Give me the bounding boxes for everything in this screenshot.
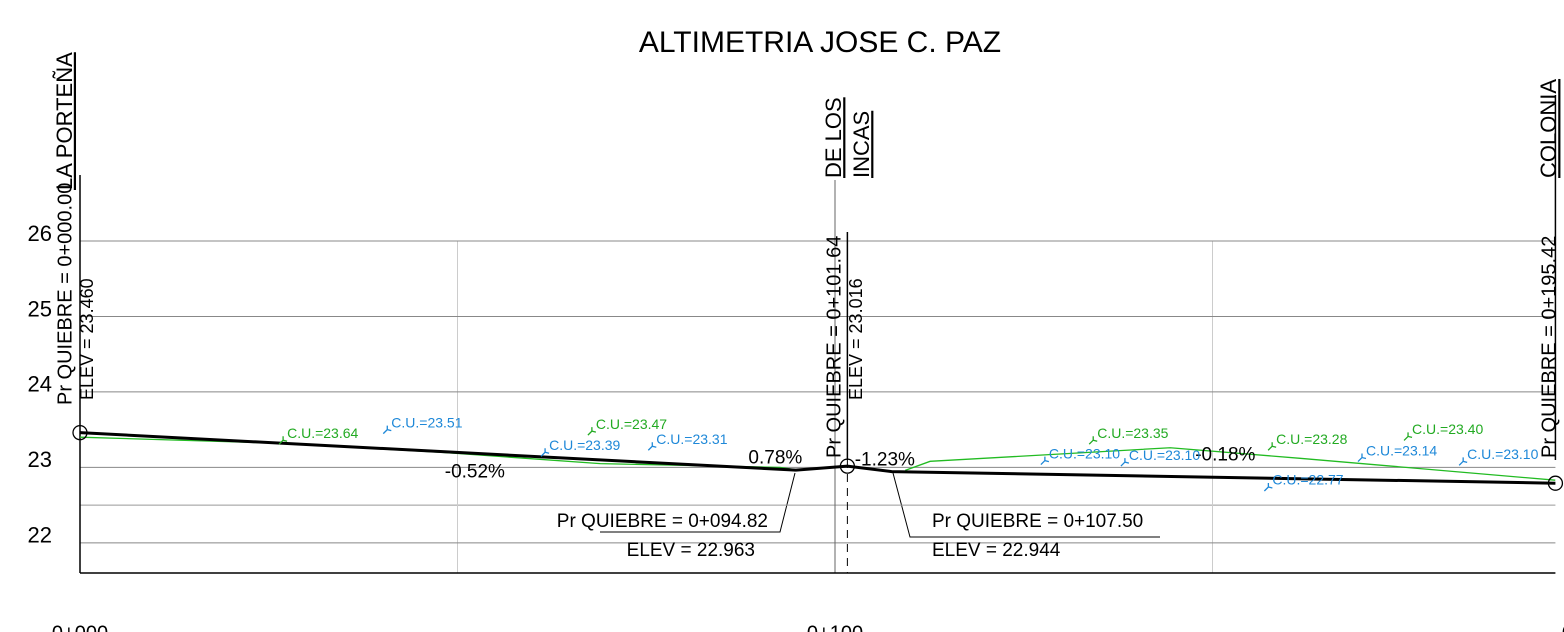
y-tick-label: 25 [28,296,52,321]
break-point [839,458,856,474]
cu-marker [1263,482,1273,492]
break-point [1547,475,1564,491]
cu-marker [540,448,550,457]
cu-label: C.U.=23.39 [549,437,620,453]
break-label: Pr QUIEBRE = 0+107.50 [932,511,1143,532]
chart-title: ALTIMETRIA JOSE C. PAZ [639,26,1001,59]
cu-marker [1120,458,1130,467]
cu-label: C.U.=23.64 [287,425,358,441]
break-label: Pr QUIEBRE = 0+195.42 [1539,236,1561,458]
cu-marker [1040,456,1050,466]
grade-label: -0.52% [445,462,505,483]
break-label: Pr QUIEBRE = 0+000.00 [54,183,76,405]
break-point [72,425,88,441]
cu-label: C.U.=23.31 [656,431,727,447]
cu-label: C.U.=23.28 [1276,431,1347,447]
cu-label: C.U.=23.10 [1467,446,1538,462]
cu-label: C.U.=23.40 [1412,421,1483,437]
elev-label: ELEV = 23.016 [846,278,866,400]
cu-label: C.U.=23.14 [1366,442,1437,458]
break-label: Pr QUIEBRE = 0+094.82 [557,511,768,532]
street-name: INCAS [849,111,874,178]
y-tick-label: 26 [28,221,52,246]
cu-label: C.U.=23.35 [1097,425,1168,441]
x-tick-label: 0+200 [1562,622,1564,632]
elev-label: ELEV = 22.963 [627,540,755,561]
grade-label: 0.78% [748,447,802,468]
cu-label: C.U.=22.77 [1272,472,1343,488]
cu-marker [1403,432,1413,441]
cu-marker [1088,436,1098,445]
street-name: COLONIA [1536,79,1561,178]
elev-label: ELEV = 23.460 [77,278,97,400]
cu-marker [1357,453,1367,463]
break-label: Pr QUIEBRE = 0+101.64 [824,236,846,458]
cu-marker [382,425,392,435]
grade-label: -0.18% [1195,444,1255,465]
grade-label: -1.23% [855,450,915,471]
cu-marker [1267,442,1277,451]
street-name: DE LOS [821,97,846,178]
x-tick-label: 0+000 [52,622,108,632]
design-line [79,431,1556,485]
cu-label: C.U.=23.51 [391,414,462,430]
cu-label: C.U.=23.10 [1049,445,1120,461]
cu-marker [647,442,657,451]
cu-label: C.U.=23.47 [596,416,667,432]
elev-label: ELEV = 22.944 [932,540,1061,561]
leader-line [600,472,796,533]
x-tick-label: 0+100 [807,622,863,632]
cu-marker [278,436,288,445]
y-tick-label: 23 [28,447,52,472]
leader-line [892,472,1160,538]
cu-marker [587,427,597,436]
y-tick-label: 22 [28,523,52,548]
street-name: LA PORTEÑA [52,52,77,190]
y-tick-label: 24 [28,372,52,397]
cu-marker [1458,457,1468,466]
cu-label: C.U.=23.10 [1129,447,1200,463]
